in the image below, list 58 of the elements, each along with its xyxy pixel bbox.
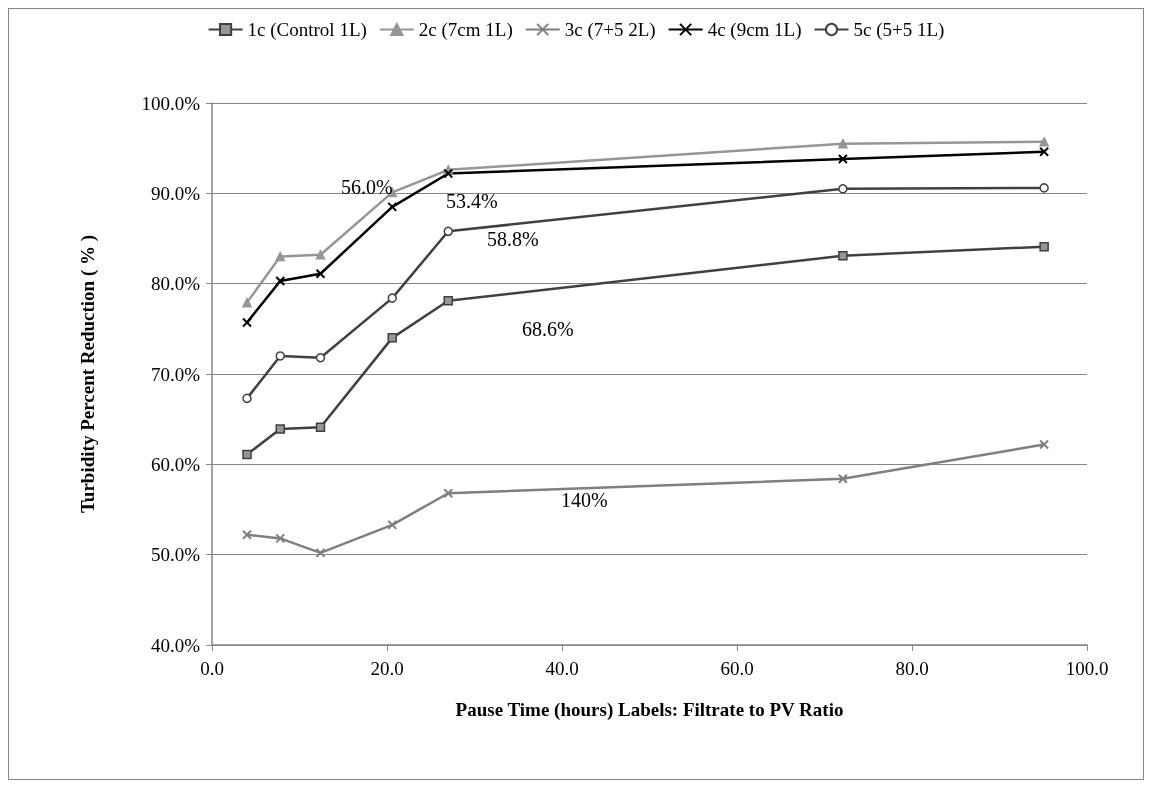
legend-label: 3c (7+5 2L) [564,19,656,41]
point [242,393,252,404]
x-tick-label: 0.0 [200,658,224,679]
annotation: 58.8% [487,228,539,250]
point [443,296,453,306]
x-tick-label: 100.0 [1065,658,1109,679]
point [838,250,848,261]
point [443,226,453,237]
point [387,293,397,303]
point [1039,146,1050,157]
point [315,547,326,558]
point [315,352,326,363]
point [242,317,252,328]
point [837,473,848,484]
point [443,488,454,499]
annotation: 68.6% [522,318,574,340]
y-axis-title: Turbidity Percent Reduction ( % ) [77,234,99,514]
point [275,424,285,434]
annotation: 53.4% [446,190,498,212]
point [242,529,252,540]
point [275,351,285,361]
point [387,201,398,212]
annotation: 140% [561,489,608,511]
y-tick-label: 80.0% [150,273,201,295]
point [1039,241,1049,252]
y-tick-label: 60.0% [150,453,201,475]
legend-label: 5c (5+5 1L) [853,19,945,41]
legend-label: 2c (7cm 1L) [418,19,513,41]
x-tick-label: 60.0 [720,658,754,679]
point [242,449,252,460]
point [275,533,286,544]
point [315,250,326,260]
y-tick-label: 90.0% [150,182,201,204]
x-tick-label: 40.0 [545,658,579,679]
point [838,184,848,194]
point [275,251,285,262]
x-axis-title: Pause Time (hours) Labels: Filtrate to PV Ratio [455,699,844,721]
x-tick-label: 80.0 [895,658,929,679]
x-tick-label: 20.0 [370,658,404,679]
point [315,268,326,279]
y-tick-label: 70.0% [150,363,201,385]
point [1039,137,1049,147]
point [242,297,252,308]
legend-label: 1c (Control 1L) [247,19,367,41]
point [1039,439,1050,450]
legend-label: 4c (9cm 1L) [707,19,802,41]
point [838,138,848,149]
point [1039,183,1049,193]
point [315,422,326,433]
point [275,275,286,286]
annotation: 56.0% [341,176,393,198]
point [837,154,848,165]
point [443,168,454,179]
point [387,519,398,530]
y-tick-label: 100.0% [141,92,201,114]
point [387,333,397,343]
y-tick-label: 40.0% [150,634,201,656]
y-tick-label: 50.0% [150,544,201,566]
